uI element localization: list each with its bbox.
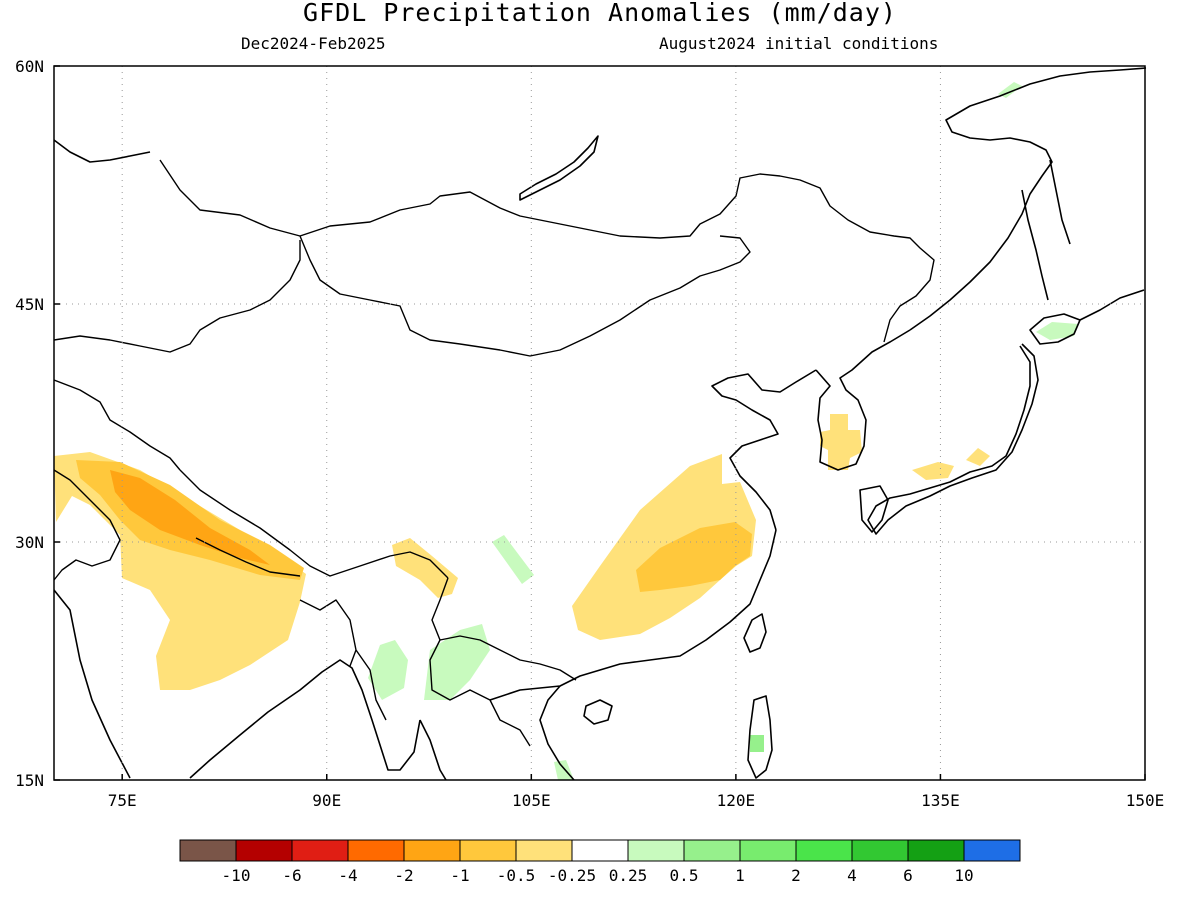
border-tibet-himalaya — [179, 469, 449, 579]
colorbar-swatch — [739, 839, 797, 862]
lat-tick-label: 15N — [15, 771, 44, 790]
lon-tick-label: 120E — [717, 791, 756, 810]
border-pakistan — [53, 469, 121, 581]
season-label: Dec2024-Feb2025 — [241, 34, 386, 53]
coastline-luzon — [747, 695, 773, 779]
lon-tick-label: 150E — [1126, 791, 1165, 810]
colorbar-swatch — [795, 839, 853, 862]
coastline-sakhalin — [1021, 189, 1049, 301]
colorbar-swatch — [403, 839, 461, 862]
colorbar-label: 0.5 — [670, 866, 699, 885]
dry-anomaly-himalaya-inner — [110, 470, 270, 565]
border-nepal-india — [195, 537, 301, 577]
border-myanmar-bangladesh — [299, 599, 387, 721]
dry-anomaly-yunnan — [392, 538, 458, 598]
lat-tick-label: 60N — [15, 57, 44, 76]
colorbar-swatch — [459, 839, 517, 862]
wet-anomaly-hokkaido — [1036, 322, 1078, 340]
lon-tick-label: 75E — [108, 791, 137, 810]
colorbar-swatch — [571, 839, 629, 862]
colorbar-label: 2 — [791, 866, 801, 885]
border-mongolia-china — [299, 235, 751, 357]
border-china-southeast-asia — [431, 577, 577, 681]
coastline-india — [53, 589, 421, 779]
border-kazakhstan-south — [53, 379, 181, 471]
dry-anomaly-japan-south — [912, 462, 954, 480]
border-central-asia — [53, 240, 301, 353]
colorbar-label: -0.5 — [497, 866, 536, 885]
wet-anomaly-tibet — [492, 535, 534, 584]
dry-anomaly-japan-central — [966, 448, 990, 466]
colorbar-label: -6 — [282, 866, 301, 885]
coastlines — [53, 67, 1147, 781]
wet-anomaly-myanmar — [368, 640, 408, 700]
coastline-vietnam — [539, 685, 575, 781]
colorbar-label: 0.25 — [609, 866, 648, 885]
coastline-taiwan — [743, 613, 767, 653]
colorbar-label: 1 — [735, 866, 745, 885]
lon-tick-label: 105E — [512, 791, 551, 810]
lon-tick-label: 90E — [312, 791, 341, 810]
country-borders — [53, 159, 935, 747]
colorbar-swatch — [515, 839, 573, 862]
lat-tick-label: 45N — [15, 295, 44, 314]
map-title: GFDL Precipitation Anomalies (mm/day) — [303, 0, 897, 27]
negative-anomalies — [54, 414, 990, 690]
coastline-indochina — [419, 529, 777, 781]
dry-anomaly-yangtze — [636, 522, 752, 592]
wet-anomaly-yunnan-laos — [424, 624, 490, 700]
coastline-korea — [815, 329, 911, 471]
colorbar-swatch — [235, 839, 293, 862]
axis-labels: 75E 90E 105E 120E 135E 150E 15N 30N 45N 60N — [15, 57, 1164, 810]
graticule — [54, 66, 1145, 780]
coastline-hokkaido — [1029, 313, 1081, 345]
lake-baikal — [519, 135, 599, 201]
positive-anomalies — [368, 82, 1078, 780]
border-russia-china-mongolia — [159, 159, 935, 343]
coastline-kyushu — [859, 485, 889, 533]
colorbar-label: 10 — [954, 866, 973, 885]
colorbar-swatch — [907, 839, 965, 862]
colorbar-swatch — [683, 839, 741, 862]
init-conditions-label: August2024 initial conditions — [659, 34, 939, 53]
colorbar-label: -2 — [394, 866, 413, 885]
coastline-hainan — [583, 699, 613, 725]
coastline-russia-east — [909, 67, 1147, 331]
colorbar-label: 4 — [847, 866, 857, 885]
colorbar-swatch — [851, 839, 909, 862]
colorbar-swatch — [291, 839, 349, 862]
colorbar-swatch — [179, 839, 237, 862]
coastline-kurils — [1079, 289, 1145, 321]
colorbar-label: -1 — [450, 866, 469, 885]
dry-anomaly-korea — [820, 414, 862, 470]
colorbar-swatch — [347, 839, 405, 862]
coastline-china-east — [711, 369, 817, 531]
colorbar-label: -4 — [338, 866, 357, 885]
colorbar-label: -0.25 — [548, 866, 596, 885]
map-frame — [53, 65, 1146, 781]
wet-anomaly-luzon — [750, 735, 764, 752]
colorbar: -10 -6 -4 -2 -1 -0.5 -0.25 0.25 0.5 1 2 4 6 10 — [179, 839, 1021, 885]
lon-tick-label: 135E — [921, 791, 960, 810]
coastline-japan-honshu — [867, 343, 1039, 535]
coastline-kamchatka — [1049, 159, 1071, 245]
border-thailand-laos — [429, 639, 531, 747]
colorbar-swatch — [963, 839, 1021, 862]
colorbar-label: 6 — [903, 866, 913, 885]
lat-tick-label: 30N — [15, 533, 44, 552]
colorbar-label: -10 — [222, 866, 251, 885]
colorbar-swatch — [627, 839, 685, 862]
coastline-caspian-west — [53, 139, 151, 163]
